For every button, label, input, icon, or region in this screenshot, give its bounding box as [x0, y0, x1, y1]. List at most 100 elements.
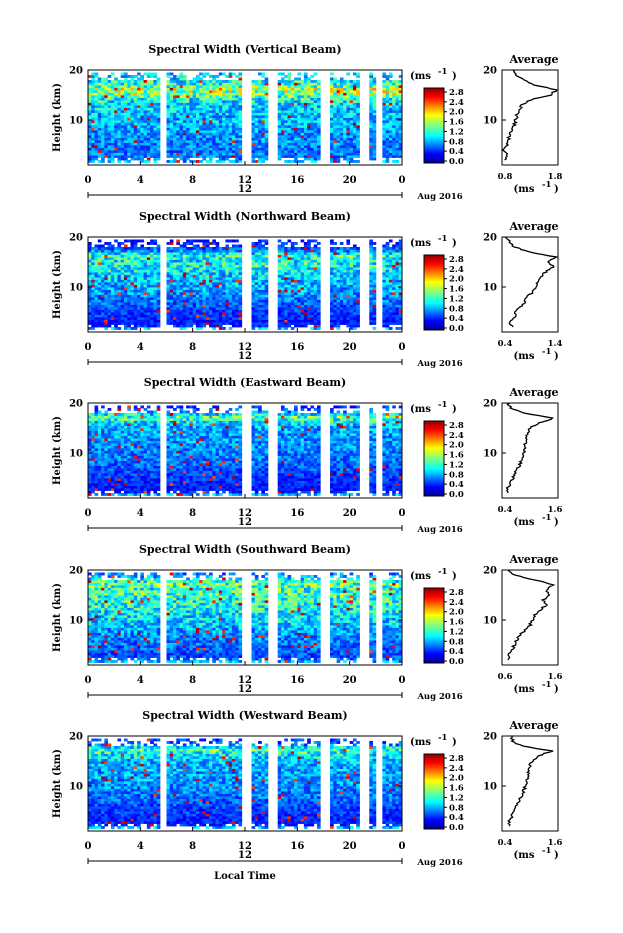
heatmap-cell: [353, 135, 357, 138]
heatmap-cell: [307, 123, 311, 126]
heatmap-cell: [255, 257, 259, 260]
heatmap-cell: [140, 130, 144, 133]
heatmap-cell: [235, 138, 239, 141]
heatmap-cell: [373, 280, 377, 283]
heatmap-cell: [137, 262, 141, 265]
heatmap-cell: [167, 135, 171, 138]
heatmap-cell: [317, 280, 321, 283]
heatmap-cell: [121, 315, 125, 318]
heatmap-cell: [284, 155, 288, 158]
heatmap-cell: [222, 133, 226, 136]
heatmap-cell: [131, 320, 135, 323]
heatmap-cell: [91, 110, 95, 113]
heatmap-cell: [173, 317, 177, 320]
heatmap-cell: [235, 285, 239, 288]
heatmap-cell: [389, 123, 393, 126]
heatmap-cell: [278, 292, 282, 295]
heatmap-cell: [304, 85, 308, 88]
heatmap-cell: [140, 317, 144, 320]
heatmap-cell: [124, 257, 128, 260]
heatmap-cell: [314, 300, 318, 303]
heatmap-cell: [209, 320, 213, 323]
heatmap-cell: [310, 80, 314, 83]
heatmap-cell: [202, 155, 206, 158]
heatmap-cell: [140, 267, 144, 270]
heatmap-cell: [137, 150, 141, 153]
heatmap-cell: [252, 292, 256, 295]
heatmap-cell: [134, 290, 138, 293]
heatmap-cell: [392, 305, 396, 308]
heatmap-cell: [235, 143, 239, 146]
heatmap-cell: [346, 312, 350, 315]
heatmap-cell: [225, 322, 229, 325]
heatmap-cell: [353, 275, 357, 278]
heatmap-cell: [153, 113, 157, 116]
heatmap-cell: [176, 103, 180, 106]
heatmap-cell: [216, 98, 220, 101]
heatmap-cell: [281, 257, 285, 260]
heatmap-cell: [108, 120, 112, 123]
heatmap-cell: [265, 320, 269, 323]
heatmap-cell: [252, 115, 256, 118]
heatmap-cell: [196, 125, 200, 128]
heatmap-cell: [104, 120, 108, 123]
heatmap-cell: [330, 115, 334, 118]
heatmap-cell: [350, 290, 354, 293]
heatmap-cell: [340, 108, 344, 111]
heatmap-cell: [350, 310, 354, 313]
heatmap-cell: [258, 98, 262, 101]
heatmap-cell: [238, 143, 242, 146]
heatmap-cell: [278, 302, 282, 305]
heatmap-cell: [337, 113, 341, 116]
heatmap-cell: [389, 138, 393, 141]
heatmap-cell: [131, 327, 135, 330]
heatmap-cell: [353, 123, 357, 126]
heatmap-cell: [193, 148, 197, 151]
heatmap-cell: [186, 130, 190, 133]
heatmap-cell: [330, 100, 334, 103]
heatmap-cell: [265, 128, 269, 131]
heatmap-cell: [222, 138, 226, 141]
heatmap-cell: [333, 110, 337, 113]
heatmap-cell: [343, 290, 347, 293]
heatmap-cell: [330, 257, 334, 260]
heatmap-cell: [288, 307, 292, 310]
heatmap-cell: [167, 275, 171, 278]
heatmap-cell: [222, 155, 226, 158]
heatmap-cell: [95, 138, 99, 141]
heatmap-cell: [261, 93, 265, 96]
heatmap-cell: [111, 135, 115, 138]
heatmap-cell: [301, 155, 305, 158]
heatmap-cell: [389, 100, 393, 103]
heatmap-cell: [88, 158, 92, 161]
heatmap-cell: [137, 155, 141, 158]
heatmap-cell: [373, 312, 377, 315]
heatmap-cell: [140, 105, 144, 108]
heatmap-cell: [229, 95, 233, 98]
heatmap-cell: [353, 153, 357, 156]
heatmap-cell: [173, 257, 177, 260]
heatmap-cell: [229, 140, 233, 143]
heatmap-cell: [317, 300, 321, 303]
heatmap-cell: [153, 103, 157, 106]
heatmap-cell: [261, 95, 265, 98]
heatmap-cell: [104, 118, 108, 121]
heatmap-cell: [140, 83, 144, 86]
heatmap-cell: [238, 133, 242, 136]
heatmap-cell: [219, 262, 223, 265]
avg-y-tick-label: 20: [483, 66, 497, 77]
heatmap-cell: [88, 140, 92, 143]
heatmap-cell: [196, 148, 200, 151]
heatmap-cell: [108, 320, 112, 323]
heatmap-cell: [317, 277, 321, 280]
heatmap-cell: [212, 95, 216, 98]
heatmap-cell: [196, 262, 200, 265]
heatmap-cell: [255, 310, 259, 313]
heatmap-cell: [91, 78, 95, 81]
heatmap-cell: [127, 133, 131, 136]
heatmap-cell: [176, 115, 180, 118]
heatmap-cell: [317, 153, 321, 156]
heatmap-cell: [281, 287, 285, 290]
heatmap-cell: [235, 110, 239, 113]
heatmap-cell: [98, 270, 102, 273]
